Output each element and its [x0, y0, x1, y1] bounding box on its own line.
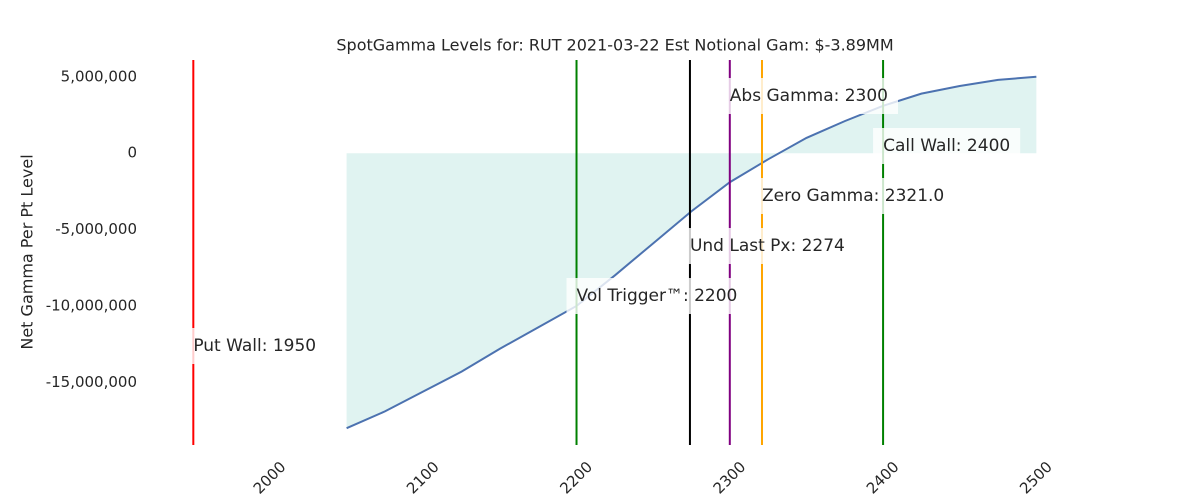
level-label: Vol Trigger™: 2200	[577, 286, 738, 306]
y-tick-label: 0	[127, 144, 137, 162]
y-tick-label: -15,000,000	[46, 373, 137, 391]
x-tick-label: 2200	[556, 458, 596, 498]
x-tick-label: 2100	[403, 458, 443, 498]
x-tick-label: 2500	[1016, 458, 1056, 498]
level-label-bg	[183, 328, 327, 364]
level-label-bg	[566, 278, 748, 314]
x-tick-label: 2400	[863, 458, 903, 498]
area-fill	[346, 76, 1037, 429]
y-tick-label: -10,000,000	[46, 296, 137, 314]
level-label: Call Wall: 2400	[883, 136, 1010, 156]
level-label: Und Last Px: 2274	[690, 236, 845, 256]
y-tick-label: -5,000,000	[55, 220, 137, 238]
level-label: Abs Gamma: 2300	[730, 86, 888, 106]
level-label-bg	[679, 228, 855, 264]
level-label-bg	[719, 78, 899, 114]
y-axis-label: Net Gamma Per Pt Level	[18, 154, 37, 349]
chart-title: SpotGamma Levels for: RUT 2021-03-22 Est…	[336, 36, 893, 55]
line	[346, 75, 1037, 430]
x-tick-label: 2300	[710, 458, 750, 498]
level-label: Put Wall: 1950	[193, 336, 316, 356]
y-tick-label: 5,000,000	[61, 67, 137, 85]
area-layer	[346, 75, 1037, 430]
x-tick-label: 2000	[250, 458, 290, 498]
level-label: Zero Gamma: 2321.0	[762, 186, 944, 206]
level-label-bg	[751, 178, 955, 214]
level-layer: Put Wall: 1950 Vol Trigger™: 2200 Und Last…	[183, 60, 1021, 445]
level-label-bg	[873, 128, 1021, 164]
